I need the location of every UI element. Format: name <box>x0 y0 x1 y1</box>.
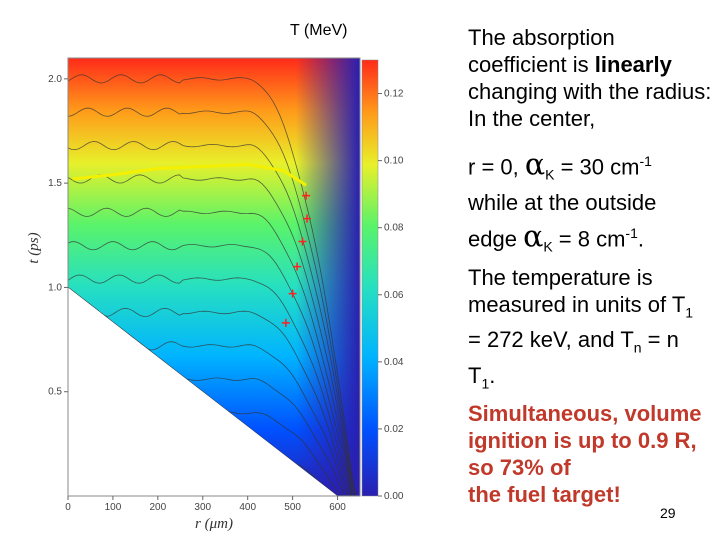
x-tick-label: 0 <box>65 502 71 513</box>
y-axis-label: t (ps) <box>26 232 42 263</box>
p2-text-b: = 30 cm <box>554 154 640 180</box>
p1-text-a: The absorption coefficient is <box>468 25 615 77</box>
contour-line <box>68 274 360 496</box>
x-tick-label: 100 <box>105 502 122 513</box>
p4-subn: n <box>633 339 642 356</box>
marker-cross <box>298 237 307 246</box>
p4-text-b: = 272 keV, and T <box>468 327 634 353</box>
paragraph-center-value: r = 0, αK = 30 cm-1 while at the outside <box>468 148 718 216</box>
p1-linearly: linearly <box>594 52 672 77</box>
p5-text-a: Simultaneous, volume ignition is up to 0… <box>468 401 702 480</box>
contour-line <box>68 241 360 496</box>
x-tick-label: 400 <box>239 502 256 513</box>
p4-text-c: = n T <box>468 327 679 388</box>
p4-sub1: 1 <box>685 304 694 321</box>
p5-text-d: the fuel target! <box>468 482 621 507</box>
alpha-symbol: α <box>523 219 544 255</box>
colorbar-tick-label: 0.12 <box>384 89 404 100</box>
colorbar-ticks: 0.00 0.02 0.04 0.06 0.08 0.10 0.12 <box>378 89 404 502</box>
p2-sub: K <box>545 166 555 183</box>
p5-text-c: of <box>543 455 571 480</box>
y-tick-label: 0.5 <box>48 387 62 398</box>
p4-sub2: 1 <box>481 375 490 392</box>
p3-sub: K <box>543 238 553 255</box>
x-tick-label: 500 <box>284 502 301 513</box>
p2-text-a: r = 0, <box>468 154 525 180</box>
alpha-symbol: α <box>524 147 546 183</box>
contour-line <box>68 74 360 496</box>
colorbar-title: T (MeV) <box>290 22 348 39</box>
paragraph-ignition: Simultaneous, volume ignition is up to 0… <box>468 400 708 508</box>
marker-cross <box>288 289 297 298</box>
colorbar-tick-label: 0.06 <box>384 290 404 301</box>
marker-cross <box>302 191 311 200</box>
colorbar-tick-label: 0.04 <box>384 357 404 368</box>
p3-text-b: = 8 cm <box>552 226 626 252</box>
contour-line <box>68 107 360 496</box>
x-axis: 0 100 200 300 400 500 600 <box>65 496 346 513</box>
colorbar-tick-label: 0.10 <box>384 156 404 167</box>
p2-text-c: while at the outside <box>468 189 657 215</box>
marker-cross <box>293 262 302 271</box>
paragraph-temperature-units: The temperature is measured in units of … <box>468 264 700 397</box>
p3-text-c: . <box>637 226 644 252</box>
contour-line <box>68 141 360 496</box>
p4-text-a: The temperature is measured in units of … <box>468 265 686 317</box>
y-tick-label: 2.0 <box>48 74 62 85</box>
slide-number: 29 <box>660 505 676 521</box>
plot-frame <box>67 57 361 497</box>
ignition-curve <box>72 162 307 187</box>
paragraph-edge-value: edge αK = 8 cm-1. <box>468 220 718 261</box>
marker-cross <box>302 214 311 223</box>
p3-sup: -1 <box>625 225 638 241</box>
x-axis-label: r (μm) <box>195 516 233 532</box>
chart: 0 100 200 300 400 500 600 0.51.01.52.0 r (μm) … <box>26 57 404 532</box>
colorbar-tick-label: 0.02 <box>384 424 404 435</box>
p2-sup: -1 <box>639 153 652 169</box>
ignition-markers <box>281 191 311 327</box>
outside-region-mask <box>68 287 338 496</box>
y-axis: 0.5 1.0 1.5 2.0 <box>48 74 68 398</box>
x-tick-label: 300 <box>194 502 211 513</box>
x-tick-label: 200 <box>150 502 167 513</box>
p4-text-d: . <box>489 362 496 388</box>
p3-text-a: edge <box>468 226 524 252</box>
y-tick-label: 1.5 <box>48 178 62 189</box>
p1-text-c: changing with the radius: In the center, <box>468 79 712 131</box>
y-tick-label: 1.0 <box>48 282 62 293</box>
colorbar <box>361 59 379 497</box>
x-tick-label: 600 <box>329 502 346 513</box>
contour-line <box>68 174 360 496</box>
p5-percent: 73% <box>499 455 544 480</box>
contour-line <box>68 207 360 496</box>
colorbar-tick-label: 0.00 <box>384 491 404 502</box>
contour-line <box>68 287 360 496</box>
colorbar-tick-label: 0.08 <box>384 223 404 234</box>
paragraph-absorption: The absorption coefficient is linearly c… <box>468 24 718 132</box>
marker-cross <box>281 318 290 327</box>
